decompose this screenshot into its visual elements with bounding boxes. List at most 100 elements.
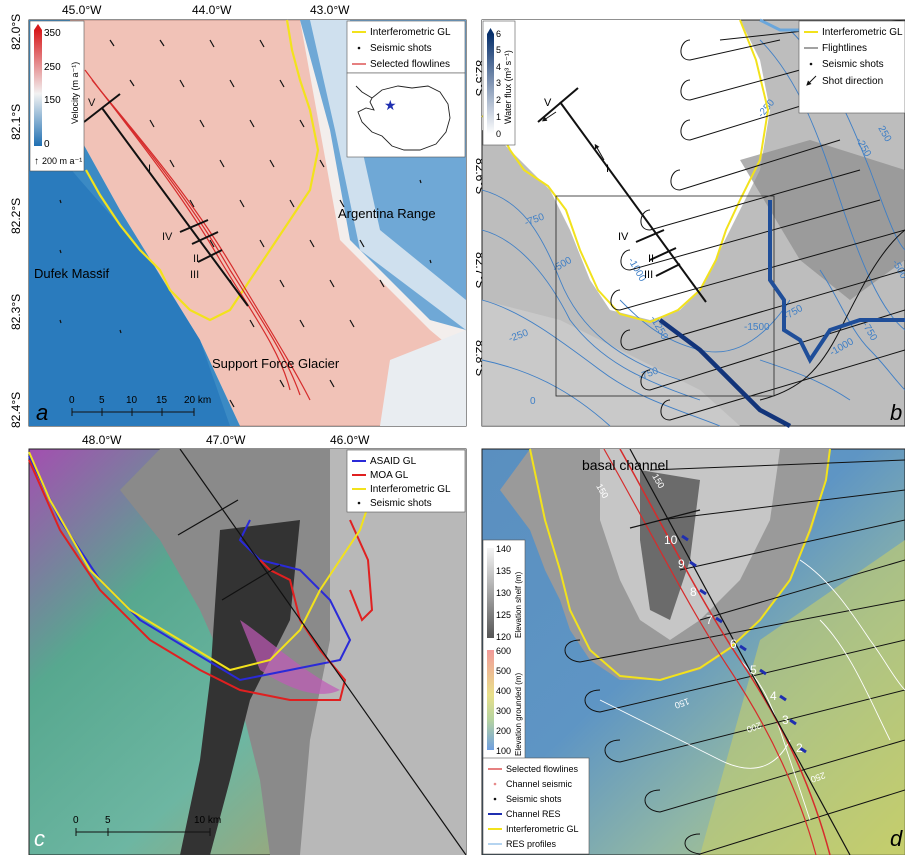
d-seismic-crossline	[629, 509, 701, 529]
ground-tick-100: 100	[496, 746, 511, 756]
b-legend-shots-swatch	[809, 62, 813, 66]
legend-shots-swatch	[357, 46, 361, 50]
d-contour-label-3: 200	[745, 720, 763, 735]
contour-label-b-6: -1500	[744, 322, 770, 333]
panel-c: ASAID GL MOA GL Interferometric GL Seism…	[28, 433, 467, 855]
scale-c-5: 5	[105, 815, 111, 826]
d-legend-shots-label: Seismic shots	[506, 794, 562, 804]
panel-b-flightlines	[610, 19, 905, 421]
ground-tick-500: 500	[496, 666, 511, 676]
a-top-tick-2: 43.0°W	[310, 3, 350, 17]
panel-d-shelf-dark	[640, 470, 700, 620]
d-res-lines	[564, 459, 905, 855]
panel-c-sar-bright	[300, 449, 466, 855]
channel-number-7: 7	[706, 613, 713, 627]
panel-b-legend-box	[798, 20, 905, 114]
panel-c-letter: c	[34, 826, 45, 851]
shelf-elevation-colorbar	[487, 548, 494, 638]
contour-label-b-3: 0	[530, 396, 536, 407]
water-flux-colorbar	[487, 34, 494, 134]
channel-number-10: 10	[664, 533, 678, 547]
panel-a-seismic-line	[83, 93, 249, 307]
ground-tick-300: 300	[496, 706, 511, 716]
c-legend-moa-label: MOA GL	[370, 470, 409, 481]
shelf-tick-130: 130	[496, 588, 511, 598]
c-top-tick-2: 46.0°W	[330, 433, 370, 447]
panel-a-legend-box	[346, 20, 466, 74]
channel-number-8: 8	[690, 585, 697, 599]
b-line-label-iii: III	[644, 269, 653, 281]
water-flux-colorbar-cap	[487, 28, 494, 34]
channel-number-2: 2	[796, 741, 803, 755]
panel-d-letter: d	[890, 826, 903, 851]
velocity-reference-arrow: ↑	[34, 156, 39, 167]
channel-number-6: 6	[730, 637, 737, 651]
line-label-ii: II	[193, 253, 199, 265]
place-support-force-glacier: Support Force Glacier	[212, 356, 340, 371]
channel-number-9: 9	[678, 557, 685, 571]
a-top-tick-0: 45.0°W	[62, 3, 102, 17]
channel-number-5: 5	[750, 663, 757, 677]
c-top-tick-0: 48.0°W	[82, 433, 122, 447]
d-legend-shots-swatch	[493, 797, 497, 801]
panel-a-slow-ice-left-light	[29, 120, 230, 426]
water-tick-4: 4	[496, 62, 501, 72]
a-left-tick-1: 82.1°S	[9, 104, 23, 140]
a-top-tick-1: 44.0°W	[192, 3, 232, 17]
water-flux-label: Water flux (m³ s⁻¹)	[503, 50, 513, 124]
shelf-tick-125: 125	[496, 610, 511, 620]
d-contour-label-2: 150	[673, 696, 691, 711]
c-legend-asaid-label: ASAID GL	[370, 456, 417, 467]
b-line-label-iv: IV	[618, 231, 629, 243]
d-interferometric-gl	[529, 448, 831, 682]
panel-d-legend-box	[482, 757, 590, 855]
water-flux-channel	[768, 200, 905, 364]
panel-a-rock-outcrop	[380, 330, 466, 426]
c-legend-shots-swatch	[357, 501, 361, 505]
velocity-tick-150: 150	[44, 95, 61, 106]
a-left-tick-2: 82.2°S	[9, 198, 23, 234]
channel-number-4: 4	[770, 689, 777, 703]
panel-b-letter: b	[890, 400, 902, 425]
grounded-colorbar-label: Elevation grounded (m)	[514, 673, 523, 756]
velocity-colorbar-label: Velocity (m a⁻¹)	[70, 62, 80, 124]
panel-d-grounded-yellow	[700, 540, 905, 855]
scale-a-20km: 20 km	[184, 395, 211, 406]
b-line-label-v: V	[544, 97, 552, 109]
velocity-tick-250: 250	[44, 62, 61, 73]
a-left-tick-0: 82.0°S	[9, 14, 23, 50]
panel-b: -750 -500 -250 0 -1000 -1250 -1500 -750 …	[481, 18, 905, 428]
line-label-iii: III	[190, 269, 199, 281]
d-legend-channel-seismic-label: Channel seismic	[506, 779, 573, 789]
a-left-tick-3: 82.3°S	[9, 294, 23, 330]
shelf-colorbar-label: Elevation shelf (m)	[514, 571, 523, 638]
velocity-colorbar-cap	[34, 24, 42, 30]
legend-flowlines-label: Selected flowlines	[370, 59, 450, 70]
b-legend-gl-label: Interferometric GL	[822, 27, 903, 38]
location-star-icon: ★	[384, 97, 397, 113]
ground-tick-400: 400	[496, 686, 511, 696]
water-tick-5: 5	[496, 45, 501, 55]
panel-b-dark-shade	[740, 140, 905, 300]
panel-b-floating-ice	[482, 20, 770, 320]
scale-a-10: 10	[126, 395, 138, 406]
water-flux-channel-2	[658, 318, 792, 428]
channel-number-3: 3	[782, 713, 789, 727]
velocity-tick-0: 0	[44, 139, 50, 150]
shelf-tick-140: 140	[496, 544, 511, 554]
water-flux-channel-3	[759, 18, 800, 32]
water-tick-3: 3	[496, 78, 501, 88]
velocity-tick-350: 350	[44, 28, 61, 39]
legend-gl-label: Interferometric GL	[370, 27, 451, 38]
d-legend-channel-seismic-swatch	[493, 782, 497, 786]
d-flowline-2	[603, 448, 817, 855]
panel-a: V I IV II III 350 250 150 0 Velocity (m …	[9, 3, 487, 428]
place-argentina-range: Argentina Range	[338, 206, 436, 221]
velocity-arrows	[59, 39, 432, 408]
c-moa-gl	[28, 459, 374, 701]
d-legend-gl-label: Interferometric GL	[506, 824, 579, 834]
d-legend-flowline-label: Selected flowlines	[506, 764, 579, 774]
c-interferometric-gl	[28, 451, 371, 672]
panel-a-letter: a	[36, 400, 48, 425]
velocity-reference-label: 200 m a⁻¹	[42, 156, 82, 166]
